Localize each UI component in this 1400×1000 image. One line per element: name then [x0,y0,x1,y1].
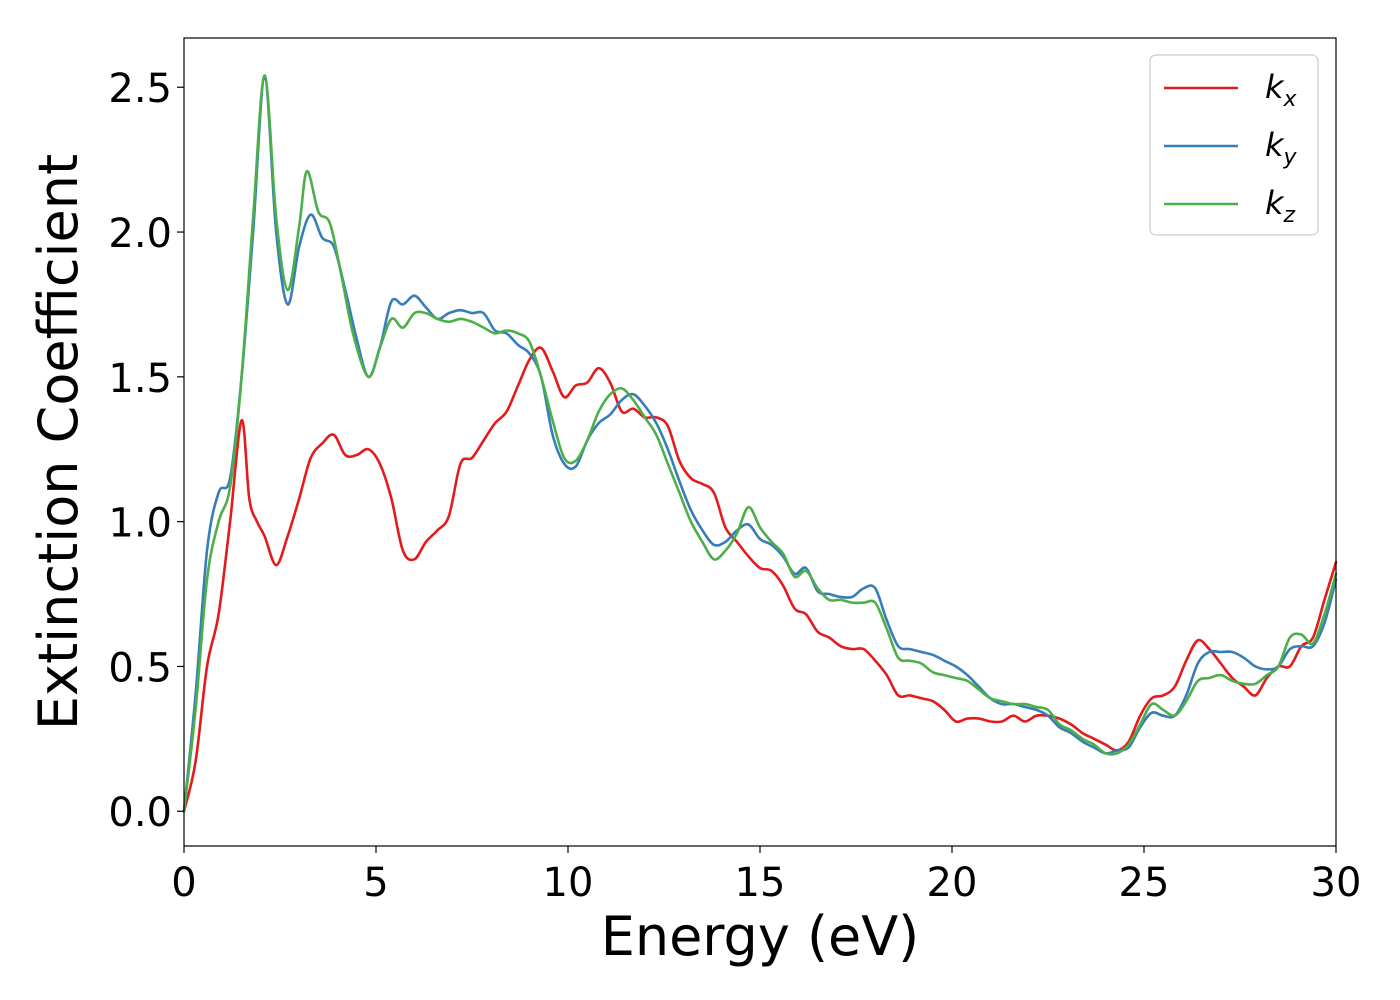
x-tick-label: 20 [927,860,978,906]
series-layer [182,74,1338,813]
x-tick-label: 25 [1119,860,1170,906]
series-line-y [182,77,1338,813]
x-tick-label: 5 [363,860,388,906]
x-axis-title: Energy (eV) [601,905,920,968]
y-axis-title: Extinction Coefficient [27,154,90,730]
y-tick-label: 2.5 [108,66,172,112]
y-tick-label: 2.0 [108,211,172,257]
series-line-z [182,74,1338,813]
legend-label-x: kx [1265,68,1298,112]
legend: kx ky kz [1149,54,1319,236]
y-tick-label: 0.5 [108,645,172,691]
series-line-x [182,346,1338,813]
legend-label-z: kz [1265,184,1296,228]
y-tick-label: 0.0 [108,790,172,836]
x-tick-label: 30 [1311,860,1362,906]
y-axis: 0.0 0.5 1.0 1.5 2.0 2.5 [108,66,184,836]
x-tick-label: 0 [171,860,196,906]
x-tick-label: 15 [735,860,786,906]
x-tick-label: 10 [543,860,594,906]
legend-label-y: ky [1265,126,1298,170]
x-axis: 0 5 10 15 20 25 30 [171,846,1361,906]
y-tick-label: 1.0 [108,501,172,547]
y-tick-label: 1.5 [108,356,172,402]
